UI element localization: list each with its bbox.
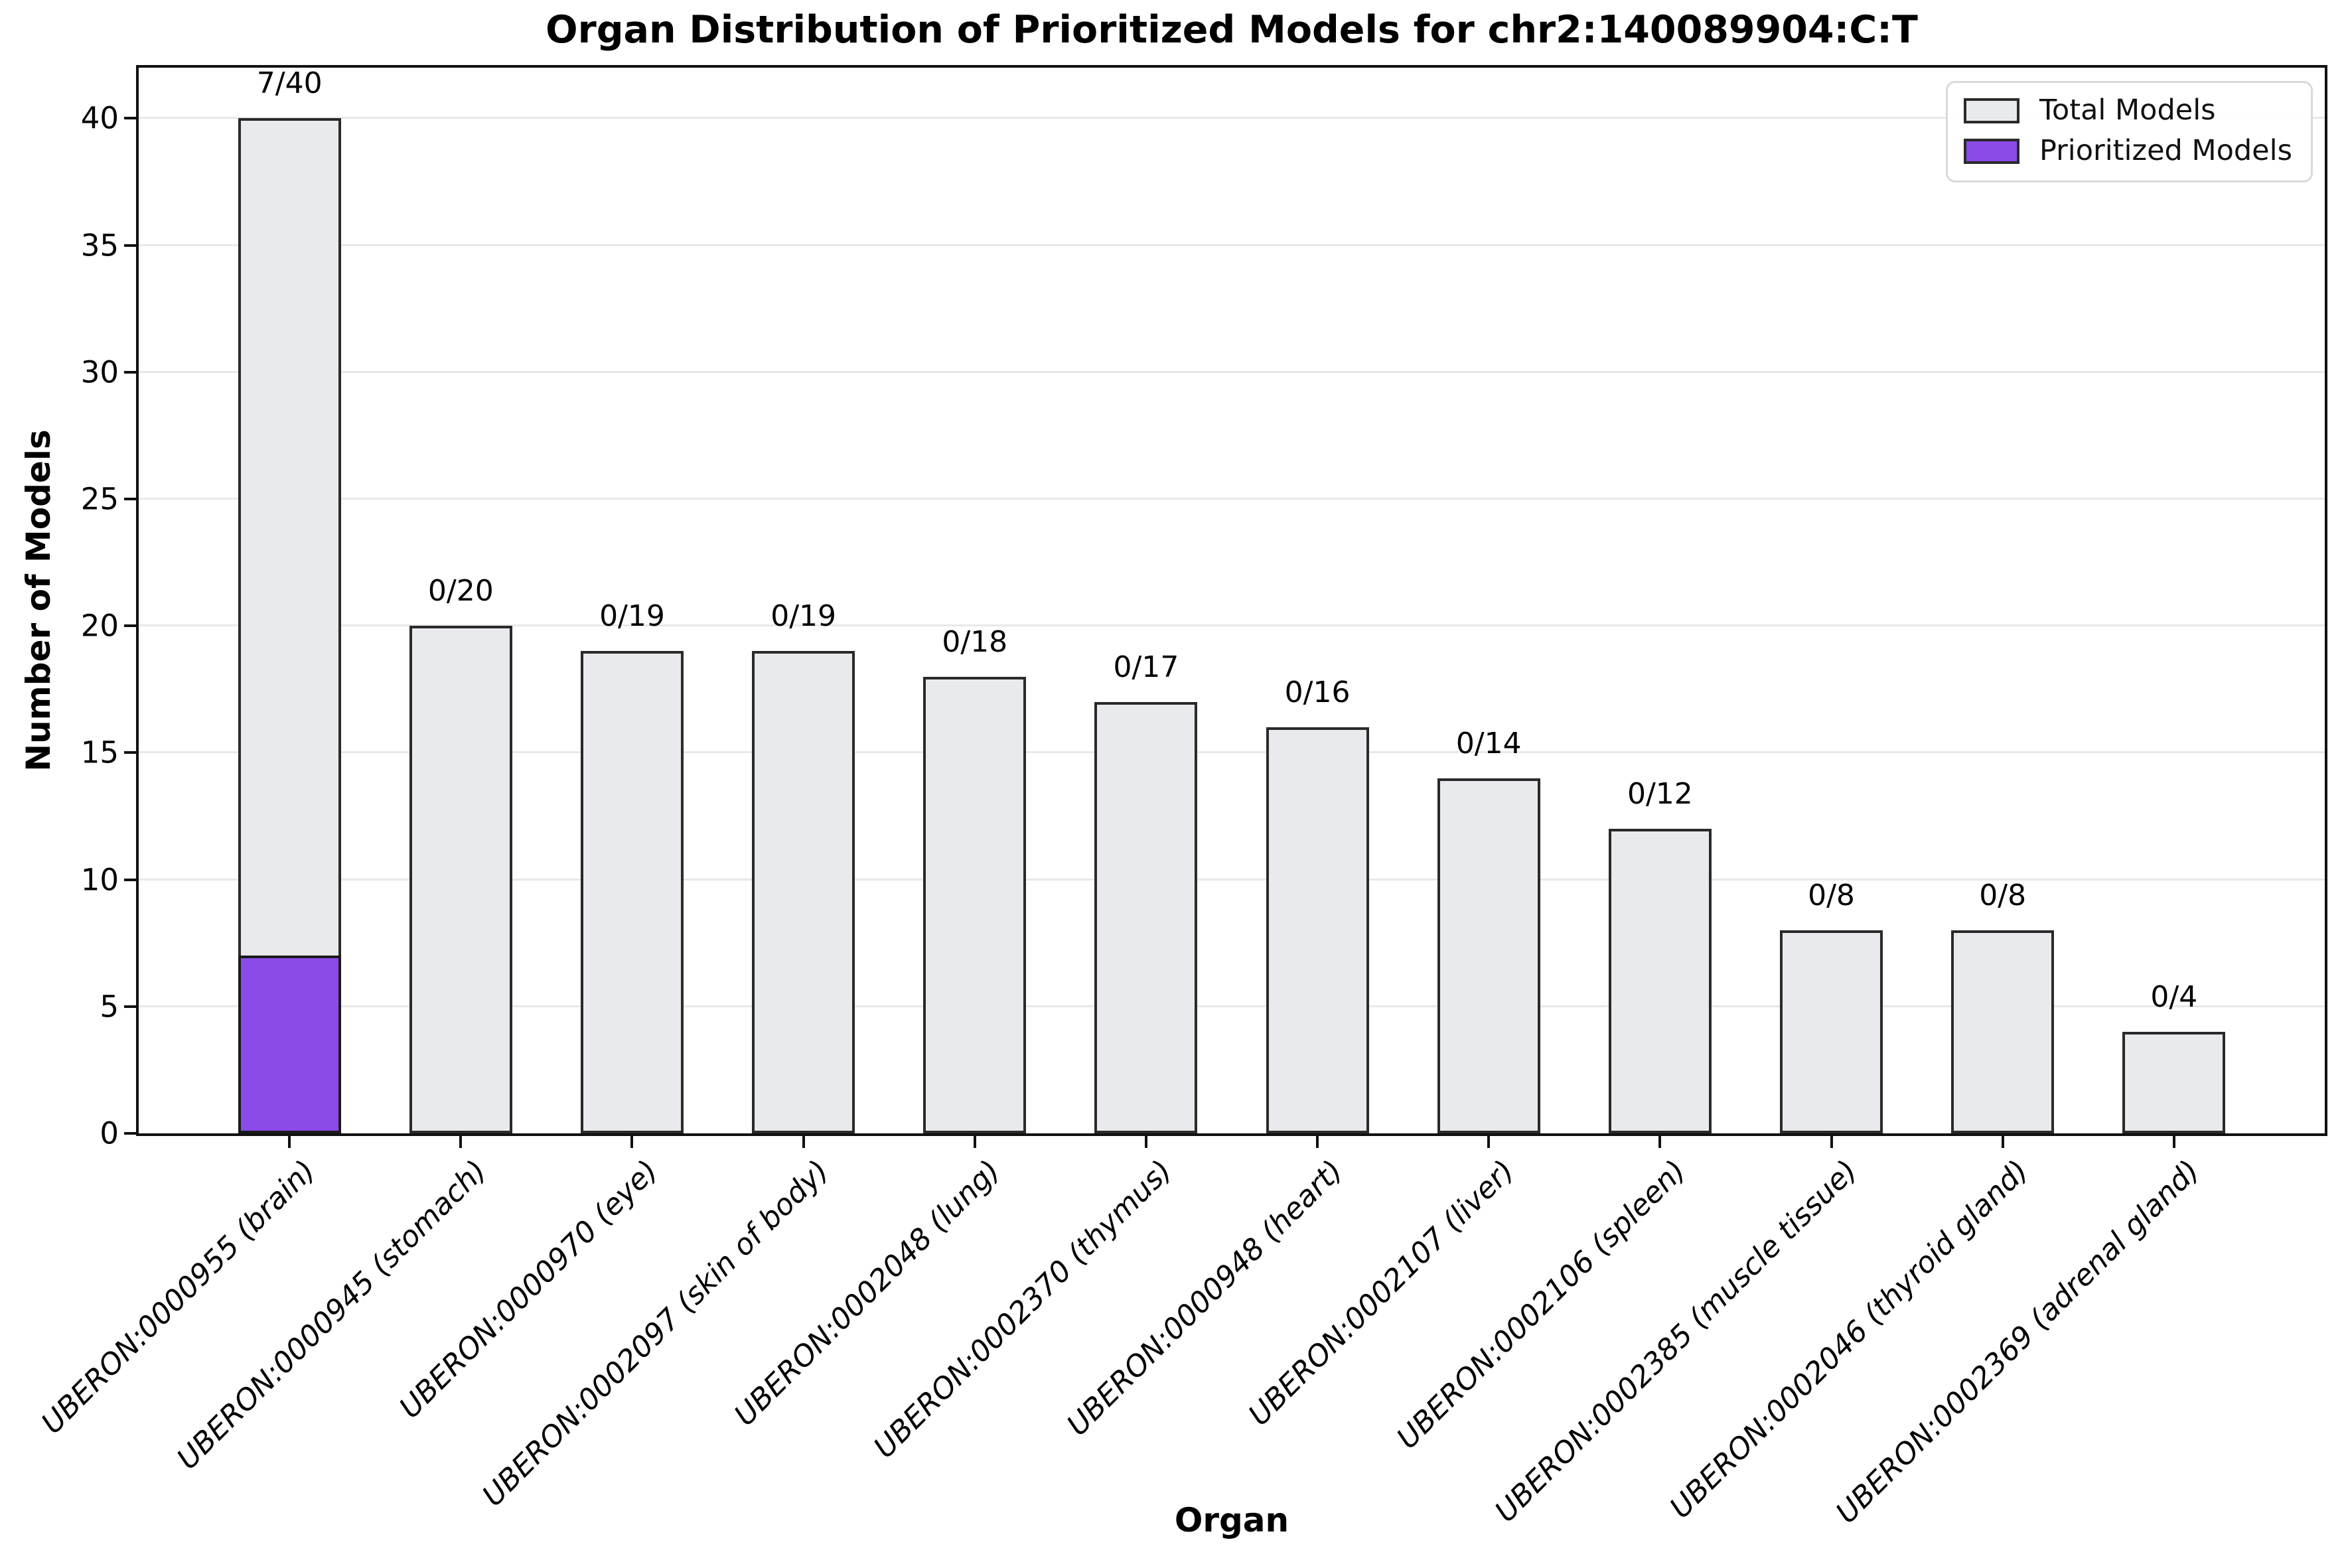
gridline-y-30 bbox=[139, 370, 2325, 373]
y-tick-mark-35 bbox=[124, 244, 136, 247]
bar-total-8 bbox=[1608, 829, 1712, 1133]
bar-total-6 bbox=[1266, 727, 1369, 1133]
x-tick-mark-3 bbox=[802, 1136, 805, 1148]
x-tick-mark-10 bbox=[2001, 1136, 2004, 1148]
x-tick-label-5: UBERON:0002370 (thymus) bbox=[867, 1153, 1179, 1465]
x-tick-label-3: UBERON:0002097 (skin of body) bbox=[476, 1153, 836, 1514]
x-tick-mark-0 bbox=[288, 1136, 291, 1148]
y-tick-mark-15 bbox=[124, 751, 136, 754]
x-tick-mark-1 bbox=[459, 1136, 463, 1148]
bar-value-label-7: 0/14 bbox=[1455, 726, 1522, 760]
y-tick-mark-20 bbox=[124, 624, 136, 628]
legend-label-total-models: Total Models bbox=[2039, 94, 2216, 127]
plot-area: Total Models Prioritized Models 7/40 0/20… bbox=[136, 65, 2327, 1136]
x-tick-mark-2 bbox=[630, 1136, 634, 1148]
gridline-y-40 bbox=[139, 117, 2325, 119]
bar-value-label-11: 0/4 bbox=[2150, 980, 2198, 1015]
x-tick-mark-11 bbox=[2172, 1136, 2175, 1148]
y-tick-mark-40 bbox=[124, 117, 136, 120]
y-tick-mark-10 bbox=[124, 878, 136, 881]
legend-item-total-models: Total Models bbox=[1963, 94, 2292, 127]
bar-total-4 bbox=[923, 676, 1027, 1133]
x-axis-title: Organ bbox=[1174, 1501, 1289, 1539]
x-tick-mark-4 bbox=[973, 1136, 976, 1148]
x-tick-label-8: UBERON:0002106 (spleen) bbox=[1390, 1153, 1693, 1456]
y-tick-label-5: 5 bbox=[100, 989, 119, 1025]
bar-total-2 bbox=[581, 651, 684, 1133]
chart-title: Organ Distribution of Prioritized Models… bbox=[546, 8, 1918, 52]
y-tick-label-40: 40 bbox=[80, 100, 119, 136]
bar-value-label-10: 0/8 bbox=[1979, 879, 2027, 913]
y-axis-title: Number of Models bbox=[19, 429, 58, 772]
bar-total-5 bbox=[1094, 701, 1198, 1133]
bar-value-label-8: 0/12 bbox=[1627, 777, 1693, 812]
bar-total-1 bbox=[409, 626, 512, 1133]
x-tick-label-10: UBERON:0002046 (thyroid gland) bbox=[1663, 1153, 2035, 1526]
x-tick-mark-7 bbox=[1487, 1136, 1491, 1148]
bar-total-3 bbox=[752, 651, 855, 1133]
bar-value-label-4: 0/18 bbox=[942, 624, 1008, 659]
bar-prioritized-0 bbox=[238, 956, 341, 1133]
bar-value-label-3: 0/19 bbox=[770, 599, 837, 634]
x-tick-label-1: UBERON:0000945 (stomach) bbox=[170, 1153, 493, 1476]
bar-value-label-2: 0/19 bbox=[599, 599, 665, 634]
x-tick-label-9: UBERON:0002385 (muscle tissue) bbox=[1488, 1153, 1864, 1530]
legend: Total Models Prioritized Models bbox=[1945, 81, 2313, 182]
gridline-y-20 bbox=[139, 624, 2325, 627]
x-tick-label-0: UBERON:0000955 (brain) bbox=[35, 1153, 322, 1441]
bar-total-9 bbox=[1780, 930, 1883, 1133]
x-tick-mark-6 bbox=[1316, 1136, 1319, 1148]
y-tick-label-15: 15 bbox=[80, 735, 119, 770]
bar-value-label-6: 0/16 bbox=[1284, 676, 1351, 710]
gridline-y-15 bbox=[139, 751, 2325, 754]
gridline-y-25 bbox=[139, 498, 2325, 500]
bar-total-11 bbox=[2122, 1032, 2226, 1133]
y-tick-label-0: 0 bbox=[100, 1115, 119, 1151]
total-models-swatch bbox=[1963, 98, 2019, 123]
prioritized-models-swatch bbox=[1963, 138, 2019, 164]
y-tick-mark-0 bbox=[124, 1132, 136, 1135]
x-tick-mark-8 bbox=[1658, 1136, 1662, 1148]
x-tick-label-6: UBERON:0000948 (heart) bbox=[1061, 1153, 1350, 1443]
y-tick-label-25: 25 bbox=[80, 481, 119, 517]
bar-value-label-9: 0/8 bbox=[1808, 879, 1855, 913]
y-tick-mark-30 bbox=[124, 370, 136, 374]
y-tick-label-30: 30 bbox=[80, 354, 119, 390]
bar-value-label-5: 0/17 bbox=[1113, 650, 1179, 684]
gridline-y-10 bbox=[139, 878, 2325, 881]
bar-total-10 bbox=[1951, 930, 2055, 1133]
gridline-y-35 bbox=[139, 244, 2325, 246]
y-tick-label-35: 35 bbox=[80, 228, 119, 263]
x-tick-mark-5 bbox=[1144, 1136, 1147, 1148]
legend-item-prioritized-models: Prioritized Models bbox=[1963, 134, 2292, 168]
y-tick-label-20: 20 bbox=[80, 608, 119, 644]
y-tick-mark-25 bbox=[124, 498, 136, 501]
bar-value-label-0: 7/40 bbox=[256, 66, 323, 101]
x-tick-label-11: UBERON:0002369 (adrenal gland) bbox=[1830, 1153, 2207, 1531]
y-tick-mark-5 bbox=[124, 1005, 136, 1008]
y-tick-label-10: 10 bbox=[80, 862, 119, 898]
x-tick-mark-9 bbox=[1830, 1136, 1833, 1148]
bar-value-label-1: 0/20 bbox=[427, 574, 494, 608]
bar-total-7 bbox=[1437, 778, 1540, 1133]
gridline-y-5 bbox=[139, 1005, 2325, 1007]
legend-label-prioritized-models: Prioritized Models bbox=[2039, 134, 2292, 168]
